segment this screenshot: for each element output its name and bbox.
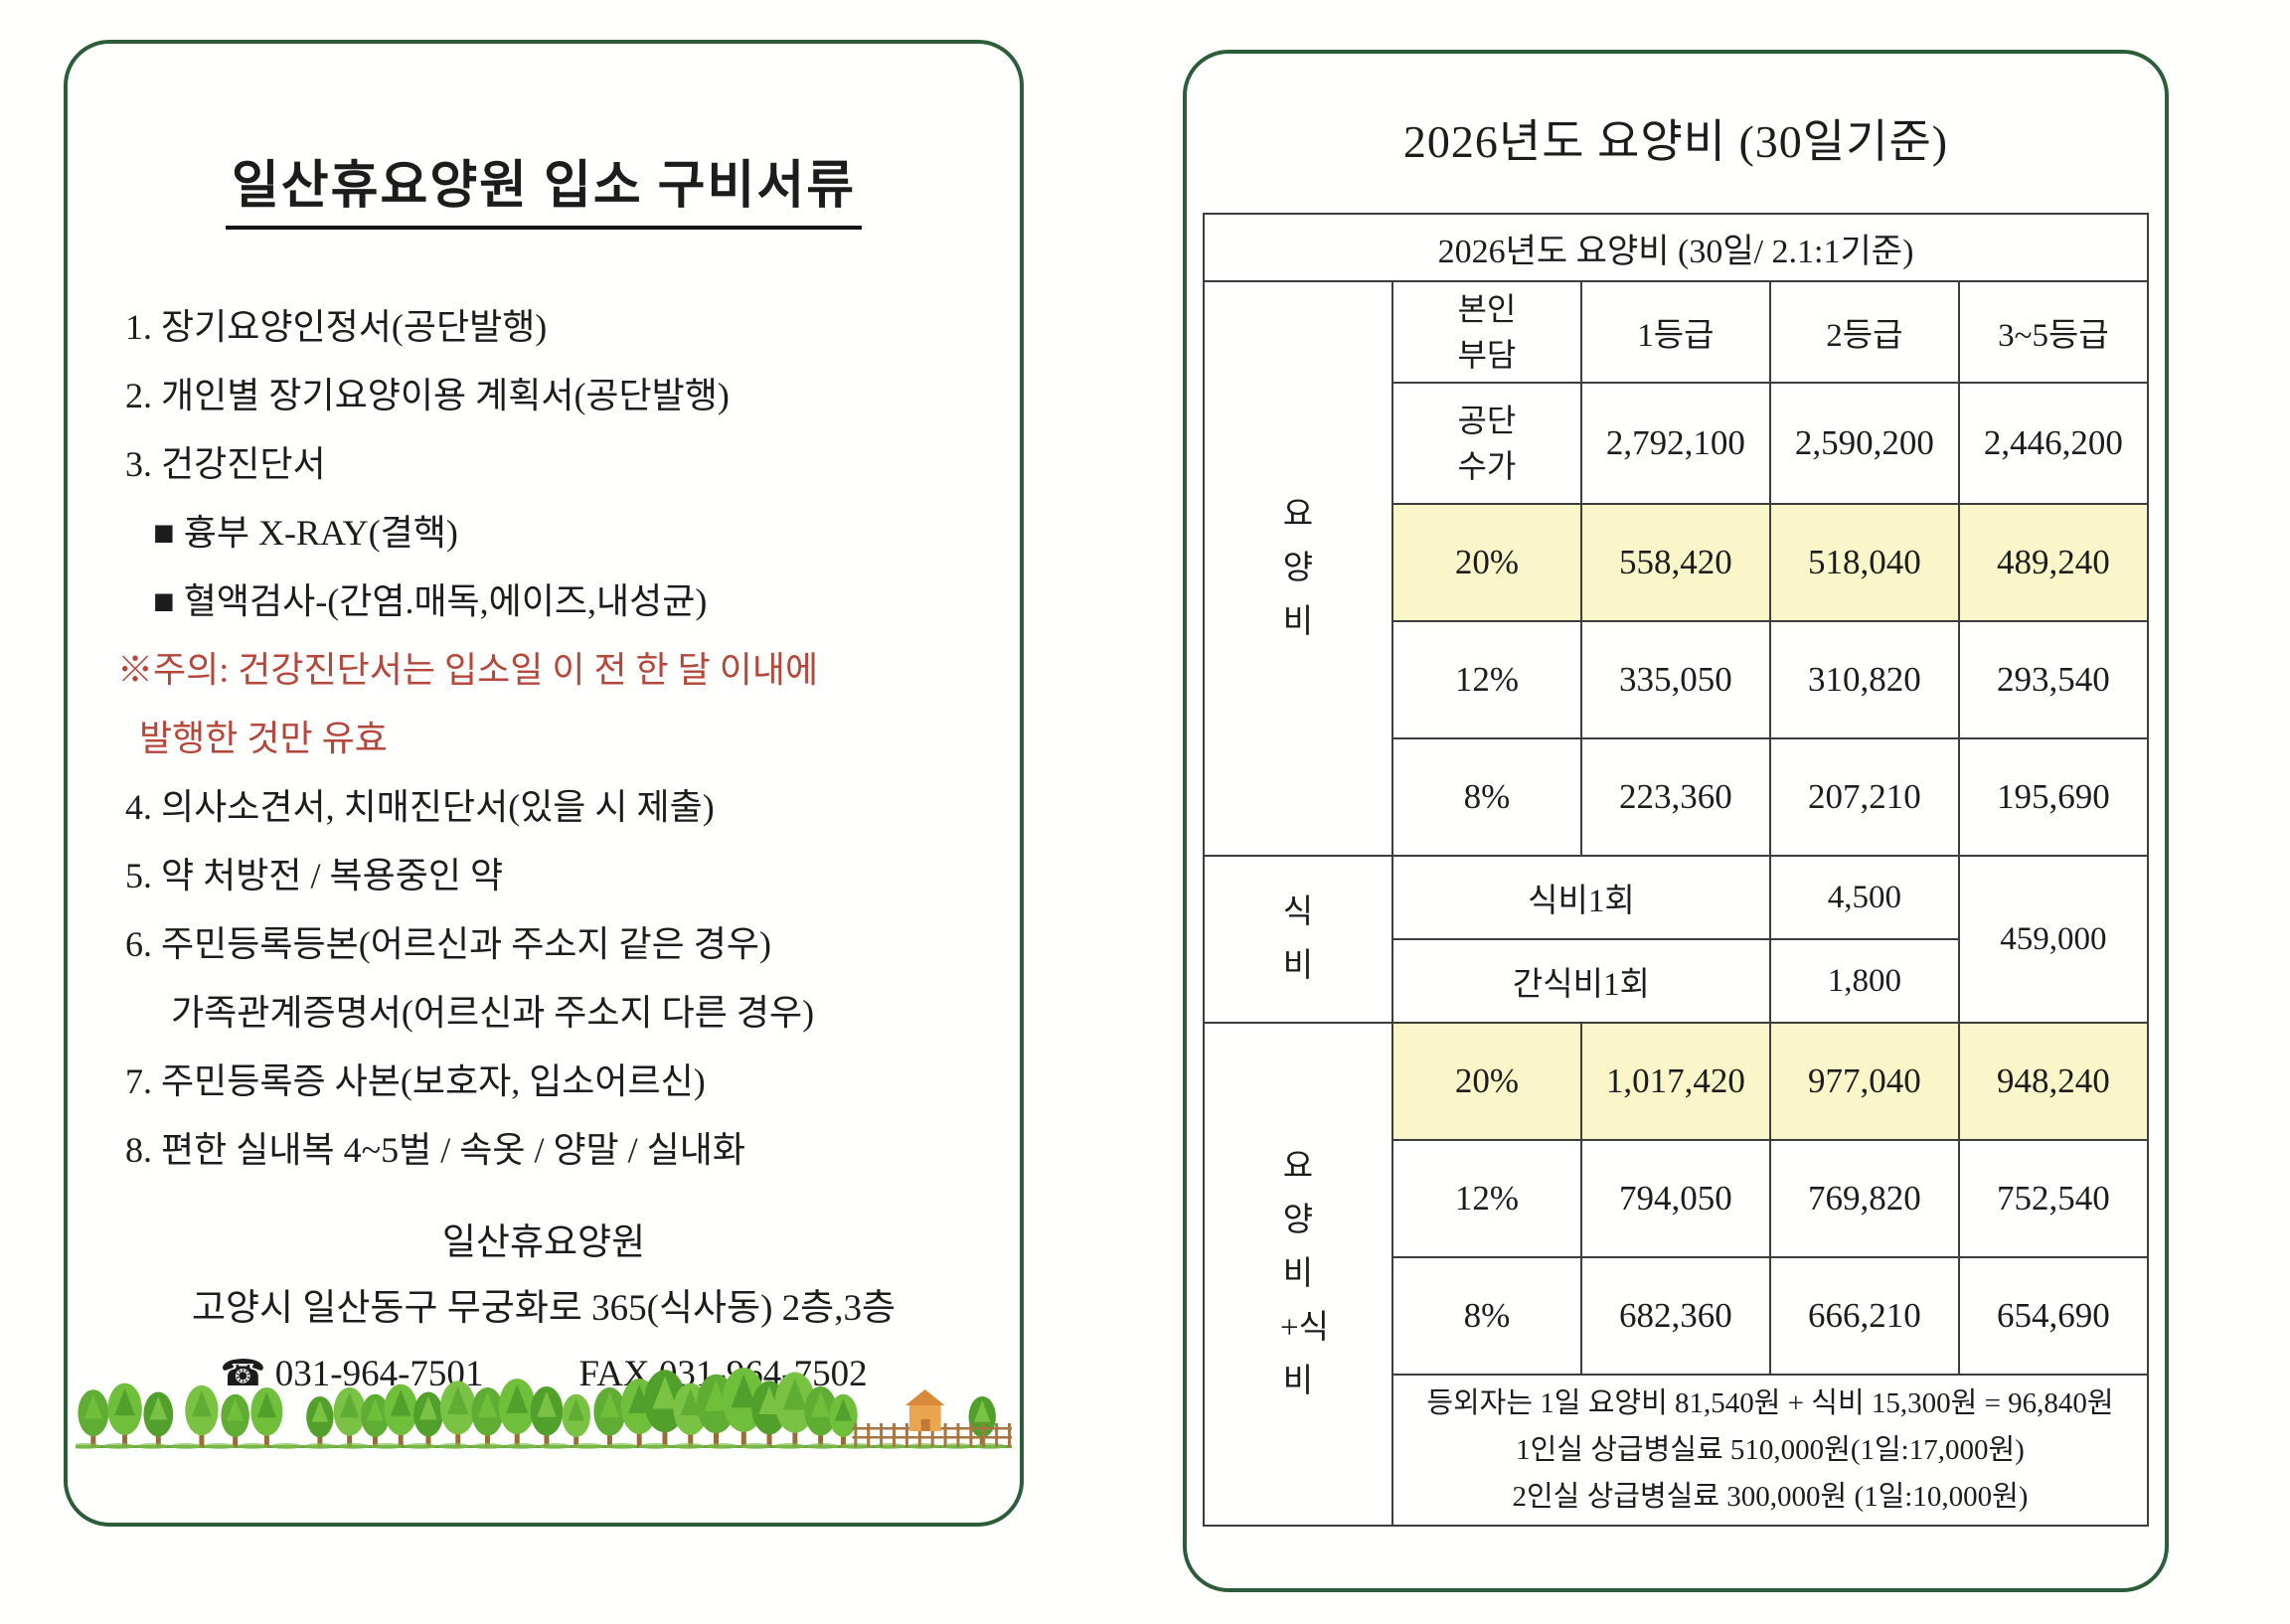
checklist-item-2: 2. 개인별 장기요양이용 계획서(공단발행)	[125, 376, 730, 415]
admission-documents-card: 일산휴요양원 입소 구비서류 1. 장기요양인정서(공단발행) 2. 개인별 장…	[64, 40, 1024, 1527]
section-label-meal: 식비	[1203, 855, 1393, 1024]
fee-table: 2026년도 요양비 (30일/ 2.1:1기준) 요양비 본인부담 1등급 2…	[1203, 213, 2150, 1527]
meal-row-1: 식비 식비1회 4,500 459,000	[1203, 855, 2150, 1024]
rate-cell: 12%	[1390, 620, 1582, 739]
meal-total-cell: 459,000	[1957, 855, 2150, 1024]
checklist-item-4: 4. 의사소견서, 치매진단서(있을 시 제출)	[125, 787, 715, 827]
rate-cell: 8%	[1390, 737, 1582, 857]
fee-cell: 769,820	[1768, 1139, 1960, 1258]
facility-address: 고양시 일산동구 무궁화로 365(식사동) 2층,3층	[191, 1288, 897, 1329]
fee-schedule-card: 2026년도 요양비 (30일기준) 2026년도 요양비 (30일/ 2.1:…	[1183, 50, 2169, 1592]
section-label-combined: 요양비+식비	[1203, 1022, 1393, 1527]
fee-cell: 558,420	[1579, 503, 1771, 622]
fee-cell: 4,500	[1768, 855, 1960, 940]
fee-cell: 752,540	[1957, 1139, 2150, 1258]
checklist-item-7: 7. 주민등록증 사본(보호자, 입소어르신)	[125, 1061, 706, 1101]
fee-card-title: 2026년도 요양비 (30일기준)	[1402, 116, 1949, 167]
grade1-header: 1등급	[1579, 280, 1771, 384]
gongdan-label: 공단수가	[1390, 382, 1582, 505]
notes-row: 등외자는 1일 요양비 81,540원 + 식비 15,300원 = 96,84…	[1204, 1374, 2150, 1527]
warning-line-1: ※주의: 건강진단서는 입소일 이 전 한 달 이내에	[117, 650, 819, 690]
checklist-item-xray: ■ 흉부 X-RAY(결핵)	[153, 513, 458, 553]
checklist-item-6: 6. 주민등록등본(어르신과 주소지 같은 경우)	[125, 924, 772, 964]
meal-label-cell: 식비1회	[1390, 855, 1771, 940]
checklist-item-8: 8. 편한 실내복 4~5벌 / 속옷 / 양말 / 실내화	[125, 1130, 746, 1170]
own-burden-header: 본인부담	[1390, 280, 1582, 384]
rate-cell: 12%	[1390, 1139, 1582, 1258]
snack-label-cell: 간식비1회	[1390, 938, 1771, 1024]
meal-row-2: 간식비1회 1,800	[1204, 938, 2148, 1024]
admission-card-title: 일산휴요양원 입소 구비서류	[68, 143, 1020, 230]
combined-20pct-row: 요양비+식비 20% 1,017,420 977,040 948,240	[1203, 1022, 2150, 1527]
required-documents-list: 1. 장기요양인정서(공단발행) 2. 개인별 장기요양이용 계획서(공단발행)…	[117, 293, 1020, 1185]
fee-cell: 794,050	[1579, 1139, 1771, 1258]
fee-cell: 518,040	[1768, 503, 1960, 622]
section-label-care: 요양비	[1203, 280, 1393, 857]
notes-cell: 등외자는 1일 요양비 81,540원 + 식비 15,300원 = 96,84…	[1390, 1374, 2150, 1527]
fee-cell: 223,360	[1579, 737, 1771, 857]
checklist-item-5: 5. 약 처방전 / 복용중인 약	[125, 856, 504, 895]
fee-cell: 489,240	[1957, 503, 2150, 622]
rate-cell: 20%	[1390, 503, 1582, 622]
admission-card-title-text: 일산휴요양원 입소 구비서류	[225, 143, 863, 230]
warning-line-2: 발행한 것만 유효	[139, 719, 388, 758]
note-single-room: 1인실 상급병실료 510,000원(1일:17,000원)	[1516, 1433, 2025, 1466]
combined-12pct-row: 12% 794,050 769,820 752,540	[1204, 1139, 2150, 1258]
trees-house-fence-icon	[70, 1368, 1014, 1449]
note-nongrade: 등외자는 1일 요양비 81,540원 + 식비 15,300원 = 96,84…	[1426, 1386, 2114, 1419]
fee-cell: 335,050	[1579, 620, 1771, 739]
rate-cell: 8%	[1390, 1256, 1582, 1376]
fee-cell: 682,360	[1579, 1256, 1771, 1376]
checklist-item-3: 3. 건강진단서	[125, 444, 326, 484]
section-label-care-text: 요양비	[1282, 497, 1314, 640]
grade35-header: 3~5등급	[1957, 280, 2150, 384]
care-20pct-row: 20% 558,420 518,040 489,240	[1204, 503, 2150, 622]
fee-cell: 2,590,200	[1768, 382, 1960, 505]
checklist-item-1: 1. 장기요양인정서(공단발행)	[125, 307, 548, 347]
fee-cell: 1,800	[1768, 938, 1960, 1024]
fee-cell: 948,240	[1957, 1022, 2150, 1141]
rate-cell: 20%	[1390, 1022, 1582, 1141]
note-double-room: 2인실 상급병실료 300,000원 (1일:10,000원)	[1512, 1480, 2029, 1513]
fee-cell: 2,446,200	[1957, 382, 2150, 505]
fee-cell: 654,690	[1957, 1256, 2150, 1376]
fee-table-header-row: 2026년도 요양비 (30일/ 2.1:1기준)	[1203, 213, 2149, 282]
fee-cell: 2,792,100	[1579, 382, 1771, 505]
facility-name: 일산휴요양원	[441, 1222, 646, 1263]
fee-cell: 207,210	[1768, 737, 1960, 857]
fee-table-header: 2026년도 요양비 (30일/ 2.1:1기준)	[1203, 213, 2149, 282]
checklist-item-blood: ■ 혈액검사-(간염.매독,에이즈,내성균)	[153, 581, 708, 621]
care-12pct-row: 12% 335,050 310,820 293,540	[1204, 620, 2150, 739]
checklist-item-6b: 가족관계증명서(어르신과 주소지 다른 경우)	[171, 993, 815, 1033]
phone-number: ☎ 031-964-7501	[220, 1354, 484, 1394]
fee-cell: 310,820	[1768, 620, 1960, 739]
combined-8pct-row: 8% 682,360 666,210 654,690	[1204, 1256, 2150, 1376]
fee-cell: 977,040	[1768, 1022, 1960, 1141]
fee-cell: 293,540	[1957, 620, 2150, 739]
grade-header-row: 요양비 본인부담 1등급 2등급 3~5등급	[1203, 280, 2150, 857]
fee-cell: 666,210	[1768, 1256, 1960, 1376]
grade2-header: 2등급	[1768, 280, 1960, 384]
gongdan-row: 공단수가 2,792,100 2,590,200 2,446,200	[1204, 382, 2150, 505]
trees-illustration	[70, 1368, 1014, 1459]
fee-cell: 1,017,420	[1579, 1022, 1771, 1141]
care-8pct-row: 8% 223,360 207,210 195,690	[1204, 737, 2150, 857]
fee-cell: 195,690	[1957, 737, 2150, 857]
